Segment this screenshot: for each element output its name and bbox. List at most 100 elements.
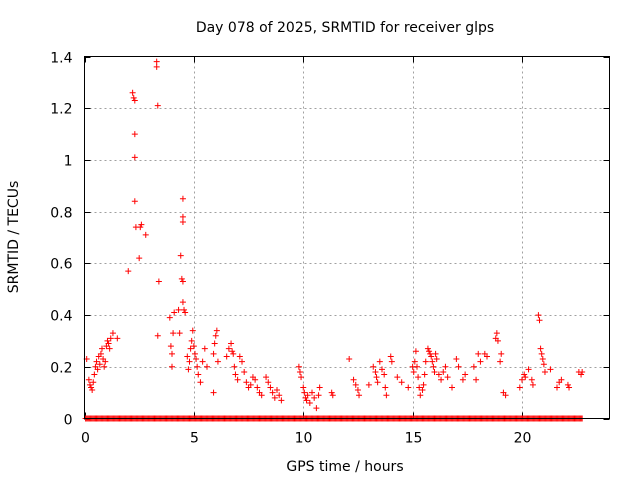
data-point: [179, 213, 186, 220]
data-point: [225, 345, 232, 352]
data-point: [296, 368, 303, 375]
data-point: [101, 363, 108, 370]
data-point: [304, 392, 311, 399]
data-point: [428, 353, 435, 360]
data-point: [374, 379, 381, 386]
data-point: [179, 195, 186, 202]
data-point: [536, 317, 543, 324]
data-point: [398, 379, 405, 386]
data-point: [538, 350, 545, 357]
data-point: [254, 384, 261, 391]
data-point: [497, 358, 504, 365]
data-point: [298, 374, 305, 381]
x-tick-label: 20: [514, 431, 532, 447]
data-point: [93, 358, 100, 365]
data-point: [171, 309, 178, 316]
data-point: [167, 343, 174, 350]
x-tick-label: 10: [295, 431, 313, 447]
data-point: [188, 337, 195, 344]
data-point: [190, 343, 197, 350]
data-point: [247, 381, 254, 388]
data-point: [432, 350, 439, 357]
x-tick-label: 0: [81, 431, 90, 447]
data-point: [213, 327, 220, 334]
data-point: [370, 363, 377, 370]
data-point: [422, 358, 429, 365]
data-point: [223, 353, 230, 360]
data-point: [102, 358, 109, 365]
data-point: [376, 358, 383, 365]
x-tick-label: 5: [190, 431, 199, 447]
data-point: [137, 224, 144, 231]
data-point: [475, 350, 482, 357]
data-point: [529, 381, 536, 388]
data-point: [154, 102, 161, 109]
data-point: [383, 392, 390, 399]
data-point: [477, 358, 484, 365]
data-point: [181, 306, 188, 313]
data-point: [104, 337, 111, 344]
data-point: [176, 330, 183, 337]
data-point: [131, 198, 138, 205]
data-point: [267, 384, 274, 391]
data-point: [154, 332, 161, 339]
data-point: [537, 345, 544, 352]
data-point: [528, 376, 535, 383]
data-point: [191, 350, 198, 357]
axis-ticks: 0 0.2 0.4 0.6 0.8 1 1.2 1.4 0 5 10 15 20: [50, 51, 610, 447]
data-point: [502, 392, 509, 399]
data-point: [153, 63, 160, 70]
data-point: [91, 371, 98, 378]
data-point: [315, 392, 322, 399]
data-point: [459, 376, 466, 383]
x-tick-label: 15: [405, 431, 423, 447]
data-point: [166, 314, 173, 321]
data-point: [535, 312, 542, 319]
y-tick-label: 1.4: [50, 51, 72, 67]
data-point: [276, 392, 283, 399]
data-point: [94, 366, 101, 373]
data-point: [197, 379, 204, 386]
data-point: [189, 327, 196, 334]
data-point: [155, 278, 162, 285]
data-point: [271, 394, 278, 401]
data-point: [234, 376, 241, 383]
data-point: [547, 366, 554, 373]
y-axis-label: SRMTID / TECUs: [6, 181, 22, 294]
data-point: [411, 358, 418, 365]
data-point: [473, 376, 480, 383]
data-point: [444, 374, 451, 381]
data-point: [519, 376, 525, 383]
data-point: [179, 299, 186, 306]
data-point: [195, 371, 202, 378]
data-point: [352, 381, 359, 388]
data-point: [449, 384, 455, 391]
data-point: [566, 384, 573, 391]
data-point: [431, 368, 438, 375]
data-point: [516, 384, 523, 391]
data-point: [493, 330, 500, 337]
data-point: [494, 337, 501, 344]
data-point: [295, 363, 302, 370]
data-point: [265, 379, 272, 386]
data-point: [498, 350, 505, 357]
data-point: [421, 371, 428, 378]
data-point: [169, 350, 175, 357]
data-point: [365, 381, 372, 388]
y-tick-label: 0.2: [50, 361, 72, 377]
data-point: [429, 358, 436, 365]
data-point: [462, 371, 469, 378]
data-point: [388, 358, 395, 365]
data-point: [329, 392, 336, 399]
data-point: [440, 368, 447, 375]
data-point: [186, 358, 193, 365]
data-point: [381, 371, 388, 378]
data-point: [179, 218, 186, 225]
data-point: [269, 389, 276, 396]
data-point: [211, 340, 218, 347]
data-point: [316, 384, 323, 391]
data-point: [328, 389, 335, 396]
data-point: [114, 335, 121, 342]
data-point: [541, 368, 548, 375]
data-point: [130, 94, 137, 101]
